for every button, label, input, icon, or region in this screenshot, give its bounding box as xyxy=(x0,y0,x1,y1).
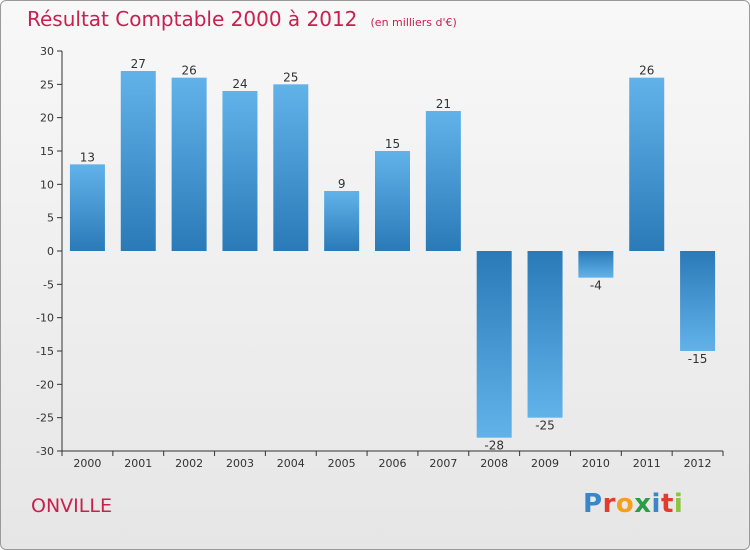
x-tick-label: 2003 xyxy=(226,457,254,470)
value-label: 26 xyxy=(181,64,196,78)
bar-2003 xyxy=(222,91,258,251)
x-tick-label: 2000 xyxy=(73,457,101,470)
value-label: -4 xyxy=(590,279,602,293)
axes-group: 30 25 20 15 10 5 0 -5 -10 -15 -20 -25 -30 2000 2001 200… xyxy=(36,45,724,470)
value-label: 24 xyxy=(232,77,247,91)
logo-letter: r xyxy=(602,489,616,519)
y-tick-label: 15 xyxy=(40,145,54,158)
bar-2005 xyxy=(324,191,360,251)
x-tick-label: 2004 xyxy=(277,457,305,470)
logo-letter: i xyxy=(651,489,661,519)
bar-2009 xyxy=(527,251,563,418)
bars-group xyxy=(69,71,716,438)
bar-2007 xyxy=(425,111,461,251)
x-tick-label: 2001 xyxy=(124,457,152,470)
commune-name: ONVILLE xyxy=(31,495,112,517)
value-labels-group: 13 27 26 24 25 9 15 21 -28 -25 -4 26 -15 xyxy=(80,57,708,453)
x-tick-label: 2007 xyxy=(429,457,457,470)
x-tick-label: 2006 xyxy=(379,457,407,470)
logo-letter: x xyxy=(634,489,652,519)
value-label: 21 xyxy=(436,97,451,111)
value-label: 26 xyxy=(639,64,654,78)
bar-2011 xyxy=(629,77,665,252)
title-row: Résultat Comptable 2000 à 2012 (en milli… xyxy=(27,7,457,31)
value-label: -15 xyxy=(688,352,708,366)
bar-2008 xyxy=(476,251,512,438)
x-tick-label: 2011 xyxy=(633,457,661,470)
bar-2002 xyxy=(171,77,207,252)
y-tick-label: 0 xyxy=(47,245,54,258)
logo-letter: o xyxy=(615,489,635,519)
value-label: 25 xyxy=(283,70,298,84)
value-label: 9 xyxy=(338,177,346,191)
bar-2001 xyxy=(120,71,156,251)
y-tick-label: 25 xyxy=(40,78,54,91)
chart-title: Résultat Comptable 2000 à 2012 xyxy=(27,7,358,31)
bar-2004 xyxy=(273,84,309,251)
y-tick-label: -20 xyxy=(36,378,54,391)
y-tick-label: -30 xyxy=(36,445,54,458)
y-tick-label: 10 xyxy=(40,178,54,191)
x-tick-label: 2005 xyxy=(328,457,356,470)
value-label: -28 xyxy=(484,439,504,453)
logo-letter: i xyxy=(673,489,684,519)
value-label: -25 xyxy=(535,419,555,433)
bar-2010 xyxy=(578,251,614,278)
y-tick-label: -5 xyxy=(43,278,54,291)
bar-2000 xyxy=(69,164,105,251)
bar-2006 xyxy=(375,151,410,251)
chart-subtitle: (en milliers d'€) xyxy=(370,16,457,29)
value-label: 15 xyxy=(385,137,400,151)
logo-letter: t xyxy=(660,489,674,519)
x-tick-label: 2010 xyxy=(582,457,610,470)
value-label: 27 xyxy=(131,57,146,71)
x-tick-label: 2002 xyxy=(175,457,203,470)
y-tick-label: -25 xyxy=(36,412,54,425)
logo-letter: P xyxy=(583,489,603,519)
y-tick-label: -10 xyxy=(36,312,54,325)
y-tick-label: 30 xyxy=(40,45,54,58)
x-tick-label: 2008 xyxy=(480,457,508,470)
y-tick-label: 5 xyxy=(47,212,54,225)
x-tick-label: 2009 xyxy=(531,457,559,470)
value-label: 13 xyxy=(80,150,95,164)
proxiti-logo: Proxiti xyxy=(583,489,683,519)
x-tick-label: 2012 xyxy=(684,457,712,470)
y-tick-label: -15 xyxy=(36,345,54,358)
bar-2012 xyxy=(680,251,716,351)
y-tick-label: 20 xyxy=(40,112,54,125)
